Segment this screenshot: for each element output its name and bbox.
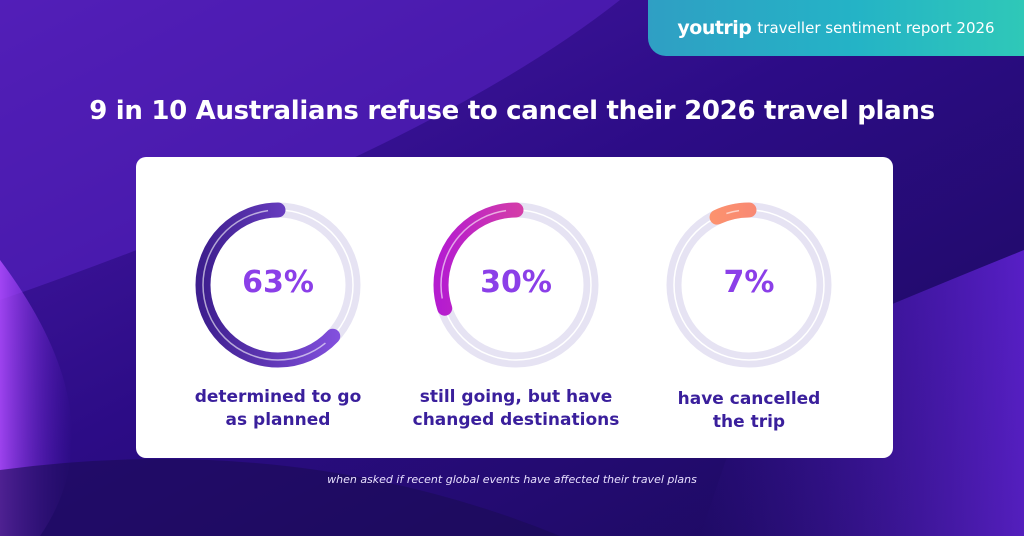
category-label-1-line-1: determined to go [194,387,362,407]
category-label-3-line-1: have cancelled [677,389,821,409]
category-label-3-line-2: the trip [712,412,786,432]
value-label-3: 7% [723,265,775,300]
report-badge: youtrip traveller sentiment report 2026 [648,0,1024,56]
category-label-2-line-1: still going, but have [419,387,613,407]
ring-arc-highlight-1 [202,209,354,361]
footnote: when asked if recent global events have … [327,473,697,486]
category-label-2-line-2: changed destinations [412,410,620,430]
donut-charts [195,202,832,368]
category-label-3: have cancelled the trip [619,388,879,434]
ring-arc-highlight-2 [440,209,592,361]
page-title: 9 in 10 Australians refuse to cancel the… [89,96,935,126]
chart-card: 63% 30% 7% determined to go as planned still… [136,157,893,458]
brand-logo: youtrip [677,17,752,39]
value-label-2: 30% [480,265,552,300]
category-label-1: determined to go as planned [148,386,408,432]
value-label-1: 63% [242,265,314,300]
ring-arc-3 [666,202,832,368]
category-label-1-line-2: as planned [225,410,331,430]
report-title: traveller sentiment report 2026 [757,19,995,37]
category-label-2: still going, but have changed destination… [386,386,646,432]
